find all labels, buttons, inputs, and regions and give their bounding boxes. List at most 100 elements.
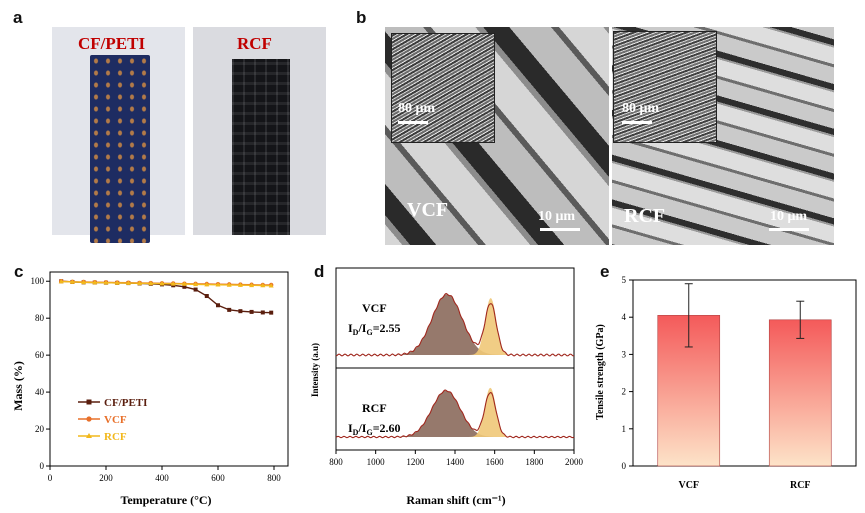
tga-series-line-rcf xyxy=(61,280,272,287)
sem-vcf-inset xyxy=(391,33,495,143)
tensile-axes-frame xyxy=(632,279,857,467)
panel-letter-e: e xyxy=(600,262,610,281)
tga-ytick-label: 60 xyxy=(35,350,45,360)
tga-point xyxy=(237,282,243,287)
tga-point xyxy=(260,282,266,288)
sem-vcf-inset-scale: 80 μm xyxy=(398,101,436,116)
tga-legend-label: RCF xyxy=(104,431,127,443)
tga-legend-marker xyxy=(86,433,92,438)
tga-point xyxy=(204,294,209,299)
tga-point xyxy=(69,279,75,284)
tensile-category-label: RCF xyxy=(790,480,811,491)
tga-point xyxy=(226,282,232,287)
tga-point xyxy=(216,303,220,308)
tga-legend-label: VCF xyxy=(104,414,127,426)
tga-point xyxy=(238,309,243,314)
tensile-ytick-label: 5 xyxy=(622,275,627,285)
tga-xtick-label: 800 xyxy=(267,473,281,483)
tga-point xyxy=(181,281,187,286)
sem-rcf-label: RCF xyxy=(624,205,666,227)
tga-point xyxy=(227,307,232,312)
tga-ytick-label: 20 xyxy=(35,424,45,434)
tga-point xyxy=(215,282,221,287)
tensile-ylabel: Tensile strength (GPa) xyxy=(595,324,606,420)
raman-xtick-label: 1000 xyxy=(367,457,386,467)
raman-xtick-label: 800 xyxy=(329,457,343,467)
tga-point xyxy=(170,281,176,286)
sem-rcf-inset xyxy=(613,31,717,143)
tga-chart: Mass (%) Temperature (°C) 0 200 400 600 800 0… xyxy=(11,271,289,507)
raman-xlabel: Raman shift (cm⁻¹) xyxy=(406,493,505,507)
photo-label-rcf: RCF xyxy=(237,34,272,53)
tga-point xyxy=(182,284,187,289)
raman-chart: Intensity (a.u) Raman shift (cm⁻¹) 800 10… xyxy=(310,267,584,507)
cf-peti-specimen xyxy=(90,55,150,243)
raman-xtick-label: 2000 xyxy=(565,457,584,467)
sem-rcf: 80 μm RCF 10 μm xyxy=(612,27,834,245)
photo-cf-peti xyxy=(52,27,185,243)
raman-sample-label: VCF xyxy=(362,301,387,315)
tga-xlabel: Temperature (°C) xyxy=(120,493,211,507)
tensile-ytick-label: 2 xyxy=(622,387,627,397)
raman-xtick-label: 1200 xyxy=(406,457,425,467)
tga-point xyxy=(268,283,274,288)
tga-point xyxy=(148,280,154,286)
tga-point xyxy=(260,310,265,315)
raman-d-band-fill xyxy=(336,390,574,437)
panel-letter-d: d xyxy=(314,262,325,281)
tga-xtick-label: 400 xyxy=(155,473,169,483)
tensile-bar-rcf xyxy=(768,319,832,467)
tensile-chart: Tensile strength (GPa) 0 1 2 3 4 5 VCF RCF xyxy=(595,275,857,491)
tga-point xyxy=(159,281,165,286)
sem-rcf-inset-scalebar xyxy=(622,121,652,124)
sem-rcf-main-scale: 10 μm xyxy=(770,209,808,224)
tga-point xyxy=(249,282,255,288)
raman-spectrum-line xyxy=(335,292,575,357)
photo-label-cf-peti: CF/PETI xyxy=(78,34,146,53)
tga-point xyxy=(92,279,98,285)
raman-ratio-label: ID/IG=2.55 xyxy=(348,321,401,337)
tga-point xyxy=(193,281,199,287)
tga-point xyxy=(204,281,210,287)
sem-vcf-main-scale: 10 μm xyxy=(538,209,576,224)
tga-point xyxy=(114,280,120,285)
sem-vcf-label: VCF xyxy=(407,199,449,221)
tga-point xyxy=(103,280,109,285)
tga-point xyxy=(269,310,274,315)
sem-rcf-inset-scale: 80 μm xyxy=(622,101,660,116)
tga-point xyxy=(125,280,131,285)
tga-xtick-label: 0 xyxy=(48,473,53,483)
panel-letter-c: c xyxy=(14,262,24,281)
tga-point xyxy=(193,287,198,292)
tensile-ytick-label: 4 xyxy=(622,312,627,322)
tga-point xyxy=(137,280,143,286)
raman-xtick-label: 1800 xyxy=(525,457,544,467)
tga-ytick-label: 0 xyxy=(40,461,45,471)
tensile-ytick-label: 0 xyxy=(622,461,627,471)
tga-legend-marker xyxy=(86,416,92,422)
tga-ytick-label: 100 xyxy=(31,276,45,286)
tga-point xyxy=(81,279,87,285)
tensile-category-label: VCF xyxy=(678,480,699,491)
raman-d-band-fill xyxy=(336,294,574,355)
raman-ratio-label: ID/IG=2.60 xyxy=(348,421,401,437)
tga-ylabel: Mass (%) xyxy=(11,361,25,411)
sem-vcf-main-scalebar xyxy=(540,228,580,231)
rcf-specimen xyxy=(232,59,290,235)
tga-xtick-label: 600 xyxy=(211,473,225,483)
sem-vcf: 80 μm VCF 10 μm xyxy=(385,27,609,245)
tga-axes-frame xyxy=(49,271,289,467)
raman-sample-label: RCF xyxy=(362,401,387,415)
panel-letter-b: b xyxy=(356,8,367,27)
tga-legend-label: CF/PETI xyxy=(104,397,147,409)
sem-vcf-inset-scalebar xyxy=(398,121,428,124)
sem-rcf-main-scalebar xyxy=(769,228,809,231)
raman-ylabel: Intensity (a.u) xyxy=(310,343,320,397)
tga-point xyxy=(249,309,254,314)
tga-ytick-label: 80 xyxy=(35,313,45,323)
tensile-ytick-label: 3 xyxy=(622,349,627,359)
tga-ytick-label: 40 xyxy=(35,387,45,397)
tga-legend-marker xyxy=(86,399,92,405)
raman-spectrum-line xyxy=(335,389,575,439)
panel-letter-a: a xyxy=(13,8,23,27)
